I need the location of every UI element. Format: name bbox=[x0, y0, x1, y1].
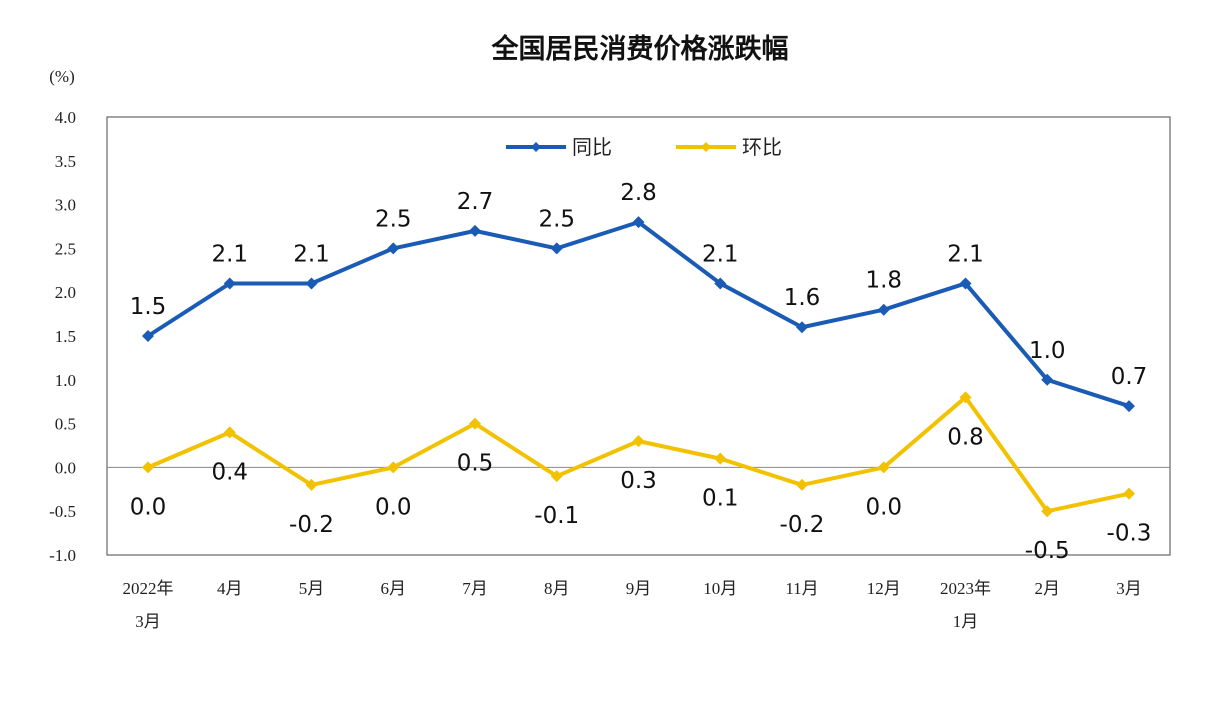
data-point bbox=[469, 417, 481, 430]
y-tick-label: 0.5 bbox=[55, 415, 76, 434]
data-point bbox=[1123, 400, 1135, 413]
data-label: -0.2 bbox=[289, 512, 334, 538]
series-1: 0.0 0.4 -0.2 0.0 0.5 -0.1 0.3 0.1 -0.2 0.0 0.8 -0.5… bbox=[130, 391, 1152, 564]
data-point bbox=[550, 470, 563, 483]
data-label: 0.4 bbox=[211, 459, 248, 485]
data-point bbox=[142, 330, 154, 342]
data-label: 0.5 bbox=[457, 451, 494, 477]
data-label: 0.0 bbox=[130, 494, 167, 520]
x-tick-label: 5月 bbox=[299, 579, 325, 598]
legend-label: 同比 bbox=[572, 135, 612, 159]
data-point bbox=[469, 224, 481, 237]
y-tick-label: 1.5 bbox=[55, 327, 76, 346]
data-point bbox=[1041, 373, 1054, 386]
y-tick-label: 0.0 bbox=[55, 458, 76, 477]
data-label: 1.0 bbox=[1029, 338, 1066, 364]
x-tick-label: 3月 bbox=[135, 612, 161, 631]
y-tick-label: 1.0 bbox=[55, 371, 76, 390]
y-tick-label: -1.0 bbox=[49, 546, 76, 565]
data-point bbox=[387, 461, 400, 474]
y-tick-label: 3.5 bbox=[55, 152, 76, 171]
data-point bbox=[223, 277, 236, 290]
data-point bbox=[796, 478, 808, 491]
data-point bbox=[714, 452, 727, 465]
data-label: 1.5 bbox=[130, 294, 167, 320]
data-point bbox=[550, 242, 563, 255]
x-tick-label: 6月 bbox=[381, 579, 407, 598]
data-label: 0.0 bbox=[865, 494, 902, 520]
data-label: 2.1 bbox=[211, 241, 248, 267]
series-0: 1.5 2.1 2.1 2.5 2.7 2.5 2.8 2.1 1.6 1.8 2.1 1.0 0.7 bbox=[130, 180, 1148, 413]
data-point bbox=[632, 216, 645, 229]
data-label: -0.2 bbox=[780, 512, 825, 538]
data-label: 2.7 bbox=[457, 189, 494, 215]
y-axis-unit: (%) bbox=[49, 67, 74, 86]
data-label: 2.1 bbox=[293, 241, 330, 267]
data-label: 0.7 bbox=[1111, 364, 1148, 390]
x-tick-label: 8月 bbox=[544, 579, 570, 598]
data-point bbox=[1041, 505, 1054, 518]
data-point bbox=[796, 321, 808, 334]
data-point bbox=[877, 303, 890, 316]
data-point bbox=[1123, 487, 1135, 500]
data-point bbox=[959, 391, 972, 404]
legend-marker bbox=[531, 142, 541, 152]
x-tick-label: 2月 bbox=[1035, 579, 1061, 598]
data-point bbox=[305, 478, 318, 491]
data-label: 0.3 bbox=[620, 468, 657, 494]
x-tick-label: 1月 bbox=[953, 612, 979, 631]
data-label: 2.5 bbox=[538, 206, 575, 232]
data-point bbox=[877, 461, 890, 474]
data-label: 2.8 bbox=[620, 180, 657, 206]
legend-marker bbox=[701, 142, 711, 152]
y-tick-label: 2.0 bbox=[55, 283, 76, 302]
y-tick-label: 3.0 bbox=[55, 196, 76, 215]
chart-title: 全国居民消费价格涨跌幅 bbox=[491, 33, 789, 65]
x-tick-label: 2023年 bbox=[940, 579, 991, 598]
legend-label: 环比 bbox=[742, 135, 782, 159]
x-tick-label: 4月 bbox=[217, 579, 243, 598]
data-label: 2.1 bbox=[947, 241, 984, 267]
data-point bbox=[142, 461, 154, 474]
data-point bbox=[632, 435, 645, 448]
data-point bbox=[959, 277, 972, 290]
data-label: -0.3 bbox=[1107, 521, 1152, 547]
x-tick-label: 11月 bbox=[785, 579, 818, 598]
y-tick-label: 4.0 bbox=[55, 108, 76, 127]
data-label: -0.1 bbox=[534, 503, 579, 529]
data-label: 0.0 bbox=[375, 494, 412, 520]
data-label: 2.5 bbox=[375, 206, 412, 232]
data-label: 1.8 bbox=[865, 268, 902, 294]
x-tick-label: 3月 bbox=[1116, 579, 1142, 598]
data-point bbox=[223, 426, 236, 439]
y-tick-label: 2.5 bbox=[55, 239, 76, 258]
data-label: 1.6 bbox=[784, 285, 821, 311]
data-label: 0.8 bbox=[947, 424, 984, 450]
x-tick-label: 10月 bbox=[703, 579, 737, 598]
data-point bbox=[387, 242, 400, 255]
x-tick-label: 7月 bbox=[462, 579, 488, 598]
data-point bbox=[305, 277, 318, 290]
x-tick-label: 2022年 bbox=[123, 579, 174, 598]
data-label: 0.1 bbox=[702, 486, 739, 512]
data-label: 2.1 bbox=[702, 241, 739, 267]
data-point bbox=[714, 277, 727, 290]
x-tick-label: 12月 bbox=[867, 579, 901, 598]
plot-area bbox=[106, 116, 1171, 556]
data-label: -0.5 bbox=[1025, 538, 1070, 564]
y-tick-label: -0.5 bbox=[49, 502, 76, 521]
x-tick-label: 9月 bbox=[626, 579, 652, 598]
